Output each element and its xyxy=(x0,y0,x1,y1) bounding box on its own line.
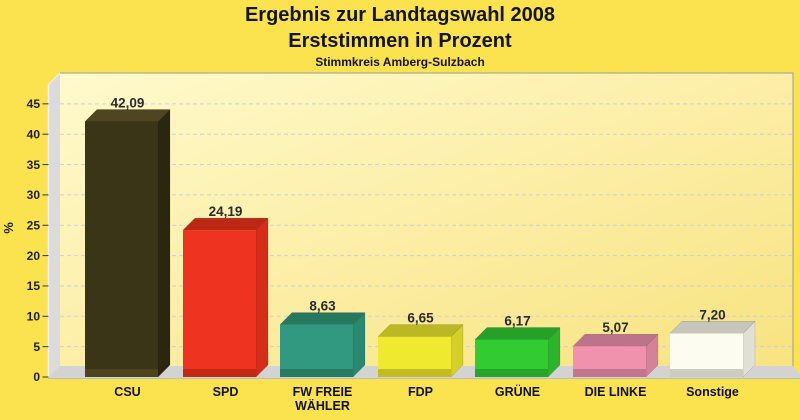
left-wall-top-edge xyxy=(47,72,61,86)
bar-base-shade xyxy=(670,369,743,377)
bar-value-label: 8,63 xyxy=(309,299,336,314)
bar-FW FREIE WÄHLER: 8,63 FW FREIEWÄHLER xyxy=(279,299,366,413)
left-wall xyxy=(48,73,60,378)
bar-front-face xyxy=(183,230,256,377)
bar-base-shade xyxy=(280,369,353,377)
bar-front-face xyxy=(85,121,158,377)
y-tick-label: 40 xyxy=(27,127,41,141)
bar-base-shade xyxy=(85,369,158,377)
bar-value-label: 24,19 xyxy=(209,204,243,219)
bar-top-face xyxy=(474,327,561,340)
bar-value-label: 6,17 xyxy=(504,314,530,329)
y-axis-label: % xyxy=(1,222,16,234)
category-label: Sonstige xyxy=(686,385,739,399)
bar-base-shade xyxy=(183,369,256,377)
category-label: CSU xyxy=(114,385,140,399)
bar-base-shade xyxy=(378,369,451,377)
plot-area xyxy=(60,73,793,366)
bar-value-label: 6,65 xyxy=(407,311,434,326)
bar-value-label: 42,09 xyxy=(111,96,145,111)
category-label: WÄHLER xyxy=(295,398,350,413)
y-tick-label: 0 xyxy=(33,370,40,384)
bar-top-face xyxy=(669,321,756,334)
bar-side-face xyxy=(157,108,171,378)
plot-border xyxy=(60,72,794,366)
bar-value-label: 5,07 xyxy=(602,320,628,335)
bar-top-face xyxy=(377,324,464,337)
bar-top-face xyxy=(572,333,659,347)
chart-subtitle: Stimmkreis Amberg-Sulzbach xyxy=(315,55,485,69)
category-label: DIE LINKE xyxy=(585,385,647,399)
bar-front-face xyxy=(280,324,353,377)
chart-title-line1: Ergebnis zur Landtagswahl 2008 xyxy=(244,4,556,26)
y-tick-label: 30 xyxy=(27,188,41,202)
bar-base-shade xyxy=(475,369,548,377)
bar-top-face xyxy=(182,217,269,231)
bar-top-face xyxy=(84,109,171,122)
bar-side-face xyxy=(255,217,269,378)
chart-title-line2: Erststimmen in Prozent xyxy=(288,30,512,52)
y-tick-label: 5 xyxy=(33,340,40,354)
bar-GRÜNE: 6,17 GRÜNE xyxy=(474,314,561,399)
bar-base-shade xyxy=(573,369,646,377)
y-tick-label: 45 xyxy=(27,97,41,111)
bar-SPD: 24,19 SPD xyxy=(182,204,269,399)
y-tick-label: 10 xyxy=(27,310,41,324)
category-label: GRÜNE xyxy=(495,384,540,399)
bar-Sonstige: 7,20 Sonstige xyxy=(669,307,756,399)
category-label: SPD xyxy=(213,385,239,399)
bar-top-face xyxy=(279,312,366,325)
bar-CSU: 42,09 CSU xyxy=(84,96,171,399)
y-tick-label: 25 xyxy=(27,218,41,232)
bar-FDP: 6,65 FDP xyxy=(377,311,464,399)
category-label: FDP xyxy=(408,385,433,399)
y-tick-label: 20 xyxy=(27,249,41,263)
y-tick-label: 15 xyxy=(27,279,41,293)
category-label: FW FREIE xyxy=(293,385,353,399)
y-tick-label: 35 xyxy=(27,158,41,172)
bar-DIE LINKE: 5,07 DIE LINKE xyxy=(572,320,659,399)
bar-value-label: 7,20 xyxy=(699,307,725,322)
chart-header: Ergebnis zur Landtagswahl 2008 Erststimm… xyxy=(0,2,800,70)
